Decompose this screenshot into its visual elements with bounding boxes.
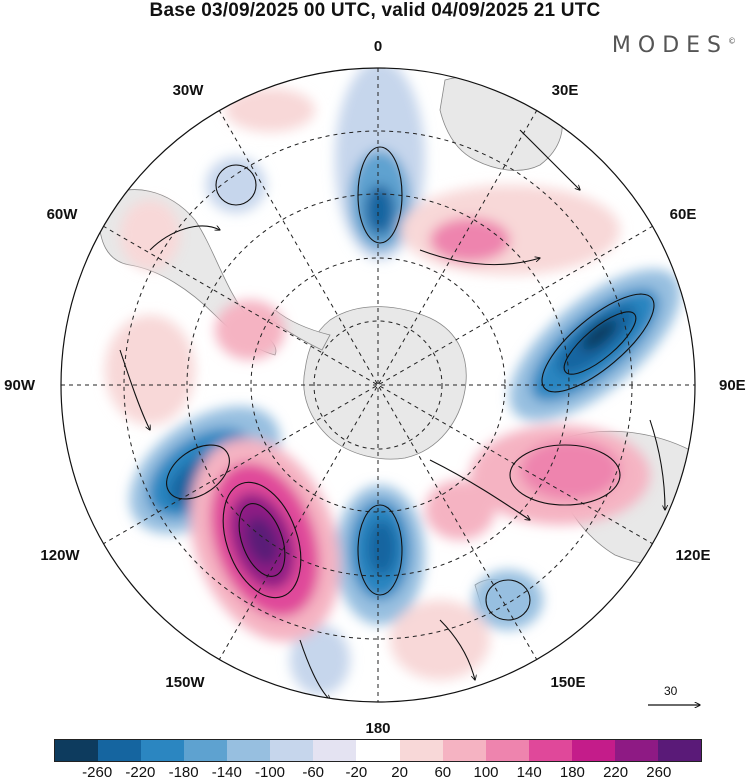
colorbar-tick-label: 140 [516, 764, 542, 781]
flow-line-3 [429, 459, 530, 520]
colorbar-tick-label: 100 [473, 764, 499, 781]
colorbar-tick-label: -220 [125, 764, 156, 781]
lon-label-0: 0 [374, 38, 382, 55]
colorbar-segment [485, 740, 529, 761]
vortex-30w [215, 164, 257, 206]
anomaly-field [105, 68, 681, 695]
vortex-110w [166, 444, 230, 500]
vortex-170w [357, 504, 403, 596]
colorbar-segment [184, 740, 228, 761]
lon-label-120e: 120E [675, 547, 710, 564]
colorbar-segment [227, 740, 271, 761]
neg-anomaly-90e [509, 269, 681, 421]
vortex-0 [357, 146, 403, 244]
pos-anomaly-70w [215, 300, 285, 360]
lon-label-120w: 120W [40, 547, 80, 564]
colorbar-segment [356, 740, 400, 761]
vortex-140w-inner [238, 503, 286, 577]
colorbar-tick-label: -140 [211, 764, 242, 781]
colorbar-ticks: -260 -220 -180 -140 -100 -60 -20 20 60 100 140 180 2… [54, 764, 702, 783]
colorbar-tick-label: -260 [82, 764, 113, 781]
vortex-tasman [485, 579, 531, 621]
colorbar-tick-label: -100 [254, 764, 286, 781]
neg-anomaly-tasman [473, 570, 543, 630]
colorbar-segment [528, 740, 572, 761]
pos-anomaly-50w [120, 200, 180, 270]
flow-line-2 [419, 249, 540, 266]
copyright-mark: © [728, 36, 736, 46]
neg-anomaly-0 [335, 68, 425, 260]
lon-label-30w: 30W [173, 82, 205, 99]
flow-line-8 [519, 129, 580, 190]
colorbar-tick-label: 180 [559, 764, 585, 781]
neg-anomaly-180-south [290, 625, 350, 695]
colorbar-segment [313, 740, 357, 761]
colorbar-segment [571, 740, 615, 761]
colorbar-segment [270, 740, 314, 761]
colorbar-segment [98, 740, 142, 761]
lon-label-60e: 60E [670, 206, 697, 223]
flow-line-4 [299, 639, 330, 700]
colorbar-tick-label: 260 [646, 764, 672, 781]
pos-anomaly-160e [390, 600, 490, 680]
lon-label-60w: 60W [47, 206, 79, 223]
colorbar-segment [399, 740, 443, 761]
reference-vector-label: 30 [664, 684, 678, 698]
lon-label-150e: 150E [550, 674, 585, 691]
pos-anomaly-85w [105, 315, 195, 425]
vortex-90e-inner [563, 311, 637, 375]
colorbar-segment [657, 740, 701, 761]
pos-anomaly-140w [190, 438, 340, 642]
colorbar-tick-label: -180 [168, 764, 199, 781]
lon-label-90e: 90E [719, 377, 746, 394]
colorbar-tick-label: 20 [391, 764, 408, 781]
antarctica [303, 306, 467, 460]
flow-line-5 [119, 349, 150, 430]
streamlines [119, 129, 668, 700]
lon-label-30e: 30E [552, 82, 579, 99]
colorbar-segment [442, 740, 486, 761]
map-title: Base 03/09/2025 00 UTC, valid 04/09/2025… [149, 0, 601, 21]
pos-anomaly-130e [425, 480, 495, 540]
pos-anomaly-120e [470, 425, 650, 525]
modes-logo-text: MODES [611, 33, 728, 58]
colorbar-tick-label: -60 [302, 764, 325, 781]
pos-anomaly-15w [225, 88, 315, 132]
vortex-120e [509, 444, 621, 506]
flow-line-6 [439, 619, 475, 680]
pos-anomaly-45e [400, 185, 620, 275]
flow-line-7 [649, 419, 665, 510]
lon-label-180: 180 [365, 720, 390, 737]
map-boundary [60, 67, 696, 703]
colorbar-segment [614, 740, 658, 761]
modes-logo: MODES© [612, 33, 736, 58]
vortex-140w-outer [222, 481, 302, 599]
colorbar-tick-label: 220 [603, 764, 629, 781]
lon-label-150w: 150W [165, 674, 205, 691]
colorbar-segment [55, 740, 99, 761]
colorbar [54, 739, 702, 762]
longitude-labels: 0 30E 60E 90E 120E 150E 180 150W 120W 90… [4, 38, 746, 737]
vortex-90e-outer [541, 293, 655, 393]
colorbar-segment [141, 740, 185, 761]
lon-label-90w: 90W [4, 377, 36, 394]
colorbar-tick-label: 60 [434, 764, 452, 781]
colorbar-tick-label: -20 [345, 764, 368, 781]
graticule [61, 68, 695, 702]
flow-line-1 [149, 226, 220, 251]
neg-anomaly-170w [335, 485, 425, 625]
